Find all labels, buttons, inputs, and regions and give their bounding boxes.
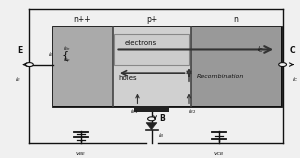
Text: $i_E$: $i_E$ — [47, 51, 54, 59]
Bar — [112, 27, 190, 106]
Text: B: B — [159, 114, 165, 123]
Bar — [114, 34, 189, 65]
Text: holes: holes — [118, 75, 137, 81]
Text: $i_{B1}$: $i_{B1}$ — [130, 107, 139, 116]
Text: Recombination: Recombination — [196, 74, 244, 79]
Text: C: C — [290, 46, 295, 55]
Text: $i_C$: $i_C$ — [292, 75, 299, 84]
Circle shape — [148, 117, 155, 121]
Polygon shape — [146, 123, 157, 130]
Text: $i_{En}$: $i_{En}$ — [63, 44, 71, 53]
Text: $i_{B2}$: $i_{B2}$ — [188, 107, 196, 116]
Circle shape — [279, 63, 286, 67]
Circle shape — [26, 63, 33, 67]
Bar — [52, 27, 280, 106]
Text: $i_B$: $i_B$ — [158, 131, 165, 140]
Bar — [190, 27, 280, 106]
Text: {: { — [61, 50, 69, 60]
Text: n: n — [233, 15, 238, 24]
Bar — [134, 106, 170, 112]
Text: $i_C$: $i_C$ — [257, 44, 264, 55]
Text: electrons: electrons — [124, 40, 157, 46]
Text: $v_{BE}$: $v_{BE}$ — [75, 150, 87, 158]
Bar — [52, 27, 112, 106]
Text: $i_E$: $i_E$ — [15, 75, 21, 84]
Text: $i_{Ep}$: $i_{Ep}$ — [63, 56, 71, 66]
Text: p+: p+ — [146, 15, 157, 24]
Text: E: E — [17, 46, 22, 55]
Text: n++: n++ — [74, 15, 91, 24]
Text: $v_{CB}$: $v_{CB}$ — [213, 150, 225, 158]
